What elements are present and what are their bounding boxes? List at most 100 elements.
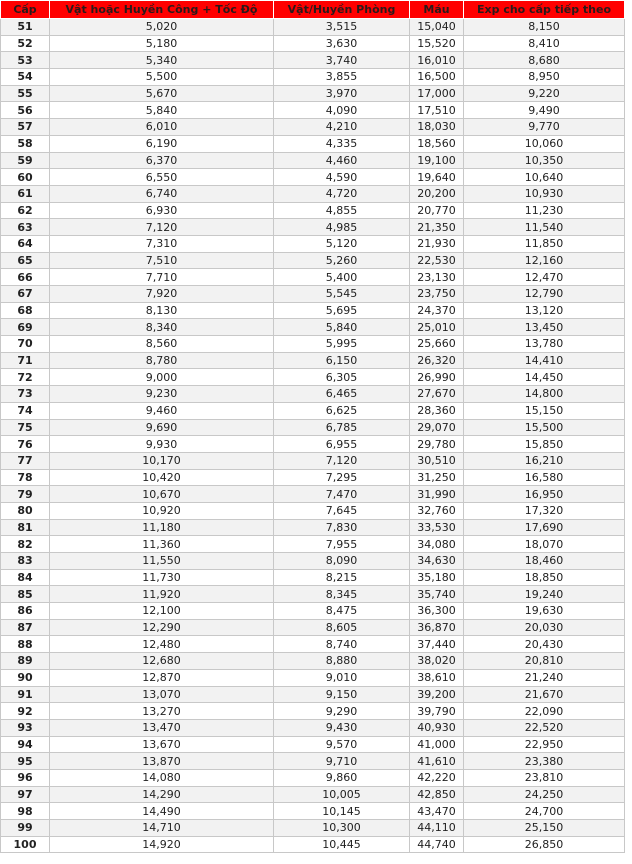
table-row: 75 9,690 6,785 29,070 15,500 [0, 418, 625, 437]
cell-level: 88 [0, 635, 50, 654]
cell-defense: 3,855 [273, 68, 410, 86]
cell-level: 96 [0, 768, 50, 787]
cell-level: 84 [0, 568, 50, 587]
cell-hp: 29,780 [409, 435, 464, 453]
header-attack-speed: Vật hoặc Huyền Công + Tốc Độ [49, 0, 274, 19]
cell-exp-next-level: 24,700 [463, 802, 625, 820]
cell-attack-speed: 7,710 [49, 268, 274, 286]
cell-hp: 40,930 [409, 718, 464, 737]
cell-exp-next-level: 18,850 [463, 568, 625, 587]
table-row: 81 11,180 7,830 33,530 17,690 [0, 518, 625, 537]
table-row: 76 9,930 6,955 29,780 15,850 [0, 435, 625, 453]
cell-exp-next-level: 21,240 [463, 668, 625, 687]
table-row: 83 11,550 8,090 34,630 18,460 [0, 552, 625, 570]
cell-level: 64 [0, 234, 50, 253]
cell-level: 91 [0, 685, 50, 704]
cell-hp: 25,010 [409, 318, 464, 337]
cell-exp-next-level: 13,780 [463, 335, 625, 353]
cell-hp: 34,630 [409, 552, 464, 570]
table-row: 74 9,460 6,625 28,360 15,150 [0, 401, 625, 420]
cell-attack-speed: 14,080 [49, 768, 274, 787]
table-row: 59 6,370 4,460 19,100 10,350 [0, 151, 625, 170]
cell-attack-speed: 6,550 [49, 168, 274, 186]
cell-exp-next-level: 17,690 [463, 518, 625, 537]
cell-defense: 3,515 [273, 18, 410, 36]
cell-defense: 3,970 [273, 84, 410, 103]
table-row: 67 7,920 5,545 23,750 12,790 [0, 285, 625, 303]
cell-level: 76 [0, 435, 50, 453]
cell-exp-next-level: 23,380 [463, 752, 625, 770]
cell-level: 100 [0, 835, 50, 854]
cell-hp: 15,040 [409, 18, 464, 36]
cell-exp-next-level: 9,490 [463, 101, 625, 120]
cell-defense: 4,590 [273, 168, 410, 186]
table-row: 60 6,550 4,590 19,640 10,640 [0, 168, 625, 186]
cell-defense: 5,840 [273, 318, 410, 337]
cell-exp-next-level: 14,450 [463, 368, 625, 387]
cell-defense: 9,430 [273, 718, 410, 737]
table-row: 94 13,670 9,570 41,000 22,950 [0, 735, 625, 754]
cell-attack-speed: 8,130 [49, 301, 274, 320]
cell-level: 67 [0, 285, 50, 303]
cell-hp: 16,010 [409, 51, 464, 70]
cell-attack-speed: 5,500 [49, 68, 274, 86]
cell-level: 71 [0, 351, 50, 370]
cell-exp-next-level: 12,470 [463, 268, 625, 286]
table-row: 90 12,870 9,010 38,610 21,240 [0, 668, 625, 687]
cell-level: 72 [0, 368, 50, 387]
cell-attack-speed: 14,490 [49, 802, 274, 820]
cell-hp: 39,790 [409, 702, 464, 720]
table-row: 82 11,360 7,955 34,080 18,070 [0, 535, 625, 553]
cell-defense: 9,710 [273, 752, 410, 770]
cell-exp-next-level: 16,210 [463, 451, 625, 470]
cell-level: 95 [0, 752, 50, 770]
cell-level: 54 [0, 68, 50, 86]
cell-exp-next-level: 22,520 [463, 718, 625, 737]
cell-level: 86 [0, 602, 50, 620]
cell-hp: 16,500 [409, 68, 464, 86]
cell-hp: 20,200 [409, 184, 464, 203]
cell-defense: 4,090 [273, 101, 410, 120]
table-row: 66 7,710 5,400 23,130 12,470 [0, 268, 625, 286]
cell-hp: 30,510 [409, 451, 464, 470]
cell-level: 79 [0, 485, 50, 503]
cell-level: 55 [0, 84, 50, 103]
cell-exp-next-level: 11,540 [463, 218, 625, 236]
cell-exp-next-level: 18,070 [463, 535, 625, 553]
cell-level: 51 [0, 18, 50, 36]
cell-level: 70 [0, 335, 50, 353]
cell-hp: 41,610 [409, 752, 464, 770]
cell-attack-speed: 12,480 [49, 635, 274, 654]
cell-defense: 10,300 [273, 819, 410, 837]
cell-attack-speed: 12,100 [49, 602, 274, 620]
table-row: 99 14,710 10,300 44,110 25,150 [0, 819, 625, 837]
cell-exp-next-level: 19,240 [463, 585, 625, 604]
table-row: 63 7,120 4,985 21,350 11,540 [0, 218, 625, 236]
table-row: 98 14,490 10,145 43,470 24,700 [0, 802, 625, 820]
cell-defense: 4,210 [273, 118, 410, 136]
cell-attack-speed: 9,690 [49, 418, 274, 437]
cell-exp-next-level: 25,150 [463, 819, 625, 837]
cell-hp: 17,510 [409, 101, 464, 120]
cell-defense: 4,720 [273, 184, 410, 203]
table-row: 97 14,290 10,005 42,850 24,250 [0, 785, 625, 804]
table-row: 56 5,840 4,090 17,510 9,490 [0, 101, 625, 120]
cell-exp-next-level: 10,350 [463, 151, 625, 170]
cell-hp: 25,660 [409, 335, 464, 353]
cell-defense: 3,740 [273, 51, 410, 70]
table-row: 55 5,670 3,970 17,000 9,220 [0, 84, 625, 103]
table-row: 88 12,480 8,740 37,440 20,430 [0, 635, 625, 654]
cell-attack-speed: 5,180 [49, 34, 274, 53]
cell-level: 77 [0, 451, 50, 470]
cell-hp: 31,250 [409, 468, 464, 487]
cell-exp-next-level: 12,160 [463, 251, 625, 270]
cell-defense: 4,460 [273, 151, 410, 170]
header-defense: Vật/Huyền Phòng [273, 0, 410, 19]
table-row: 95 13,870 9,710 41,610 23,380 [0, 752, 625, 770]
header-level: Cấp [0, 0, 50, 19]
cell-hp: 35,180 [409, 568, 464, 587]
cell-defense: 9,010 [273, 668, 410, 687]
cell-defense: 8,605 [273, 618, 410, 637]
cell-exp-next-level: 19,630 [463, 602, 625, 620]
cell-level: 89 [0, 652, 50, 670]
